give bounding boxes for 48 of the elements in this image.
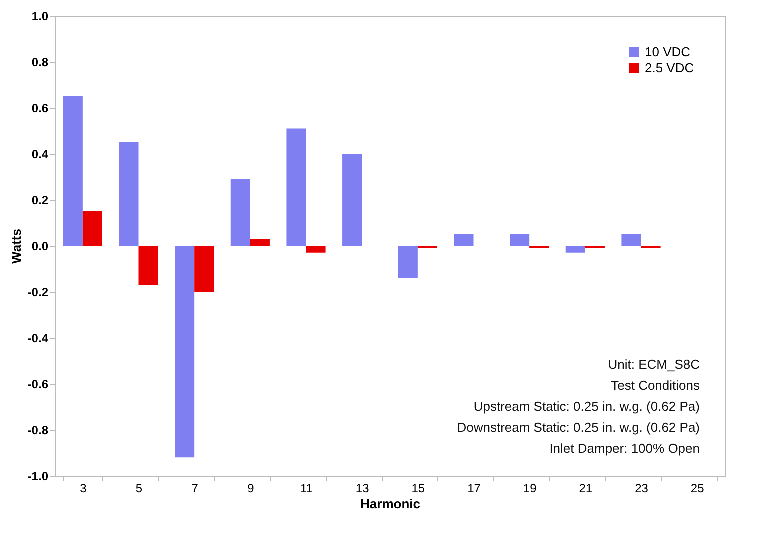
x-tick-label: 19 [523,482,538,496]
bar [622,234,642,246]
x-tick-label: 7 [192,482,199,496]
annotation: Downstream Static: 0.25 in. w.g. (0.62 Pa) [457,420,700,435]
y-tick-label: -0.2 [28,286,49,300]
bar [250,239,270,246]
annotation: Unit: ECM_S8C [608,357,700,372]
x-tick-label: 9 [248,482,255,496]
x-tick-label: 13 [356,482,370,496]
legend-label: 2.5 VDC [645,60,694,76]
x-tick-label: 23 [635,482,649,496]
bar [286,128,306,246]
bar [63,96,83,246]
annotation: Inlet Damper: 100% Open [550,441,700,456]
y-tick-label: 0.8 [32,56,49,70]
bar [398,246,418,278]
bar [138,246,158,286]
bar [119,142,139,246]
y-tick-label: 1.0 [32,10,49,24]
bar [454,234,474,246]
y-tick-label: 0.0 [32,240,49,254]
x-tick-label: 5 [136,482,143,496]
bar [82,212,102,246]
bar [194,246,214,292]
y-tick-label: -1.0 [28,470,49,484]
bar [510,234,530,246]
y-tick-label: 0.4 [32,148,49,162]
y-tick-label: 0.6 [32,102,49,116]
bar [342,154,362,246]
annotation: Upstream Static: 0.25 in. w.g. (0.62 Pa) [474,399,700,414]
y-tick-label: -0.6 [28,378,49,392]
x-tick-label: 17 [468,482,482,496]
y-axis-title: Watts [8,229,24,264]
x-tick-label: 25 [690,482,705,496]
x-axis-title: Harmonic [360,496,420,512]
y-tick-label: -0.4 [28,332,49,346]
bar [566,246,586,253]
y-tick-label: 0.2 [32,194,49,208]
annotation: Test Conditions [611,378,700,393]
bar [175,246,195,458]
bar [230,179,250,246]
x-tick-label: 21 [579,482,593,496]
legend-label: 10 VDC [645,44,691,60]
x-tick-label: 11 [300,482,314,496]
x-tick-label: 3 [80,482,88,496]
bar [306,246,326,253]
x-tick-label: 15 [412,482,426,496]
y-tick-label: -0.8 [28,424,49,438]
